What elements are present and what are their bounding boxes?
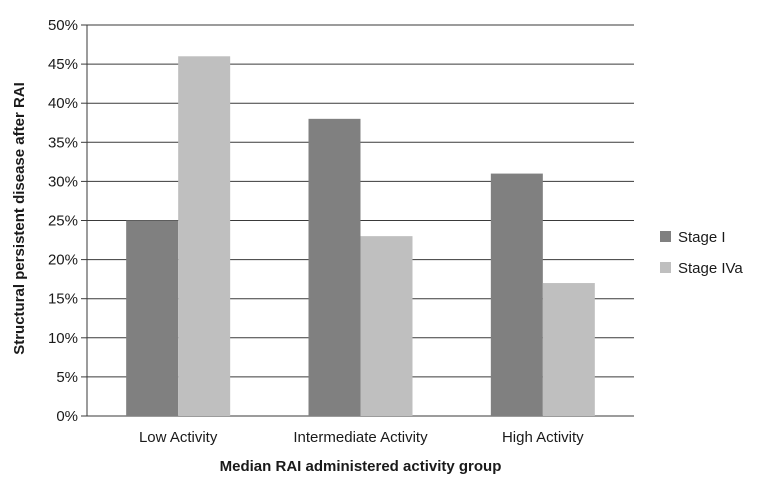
y-axis-ticks: 0% 5% 10% 15% 20% 25% 30% 35% 40% 45% 50%: [48, 17, 87, 425]
legend-swatch: [660, 231, 671, 242]
x-category-label: High Activity: [502, 429, 584, 446]
y-tick-label: 15%: [48, 291, 78, 308]
bar-stage-iva-intermediate-activity: [360, 236, 413, 416]
x-axis-title: Median RAI administered activity group: [220, 458, 502, 475]
bar-stage-iva-high-activity: [542, 283, 595, 416]
bar-stage-iva-low-activity: [178, 56, 231, 416]
y-tick-label: 35%: [48, 134, 78, 151]
y-tick-label: 50%: [48, 17, 78, 34]
legend-label: Stage I: [678, 229, 726, 246]
legend-label: Stage IVa: [678, 260, 743, 277]
bars: [126, 56, 595, 416]
bar-stage-i-low-activity: [126, 220, 179, 416]
y-tick-label: 45%: [48, 56, 78, 73]
y-tick-label: 30%: [48, 173, 78, 190]
bar-stage-i-intermediate-activity: [308, 118, 361, 416]
y-tick-label: 25%: [48, 213, 78, 230]
legend: Stage I Stage IVa: [660, 229, 743, 277]
bar-stage-i-high-activity: [490, 173, 543, 416]
y-tick-label: 0%: [56, 408, 78, 425]
y-tick-label: 10%: [48, 330, 78, 347]
y-tick-label: 20%: [48, 252, 78, 269]
y-axis-title: Structural persistent disease after RAI: [11, 82, 28, 355]
x-category-label: Low Activity: [139, 429, 218, 446]
y-tick-label: 40%: [48, 95, 78, 112]
y-tick-label: 5%: [56, 369, 78, 386]
legend-swatch: [660, 262, 671, 273]
x-category-label: Intermediate Activity: [293, 429, 428, 446]
x-axis-categories: Low Activity Intermediate Activity High Ac…: [139, 429, 584, 446]
